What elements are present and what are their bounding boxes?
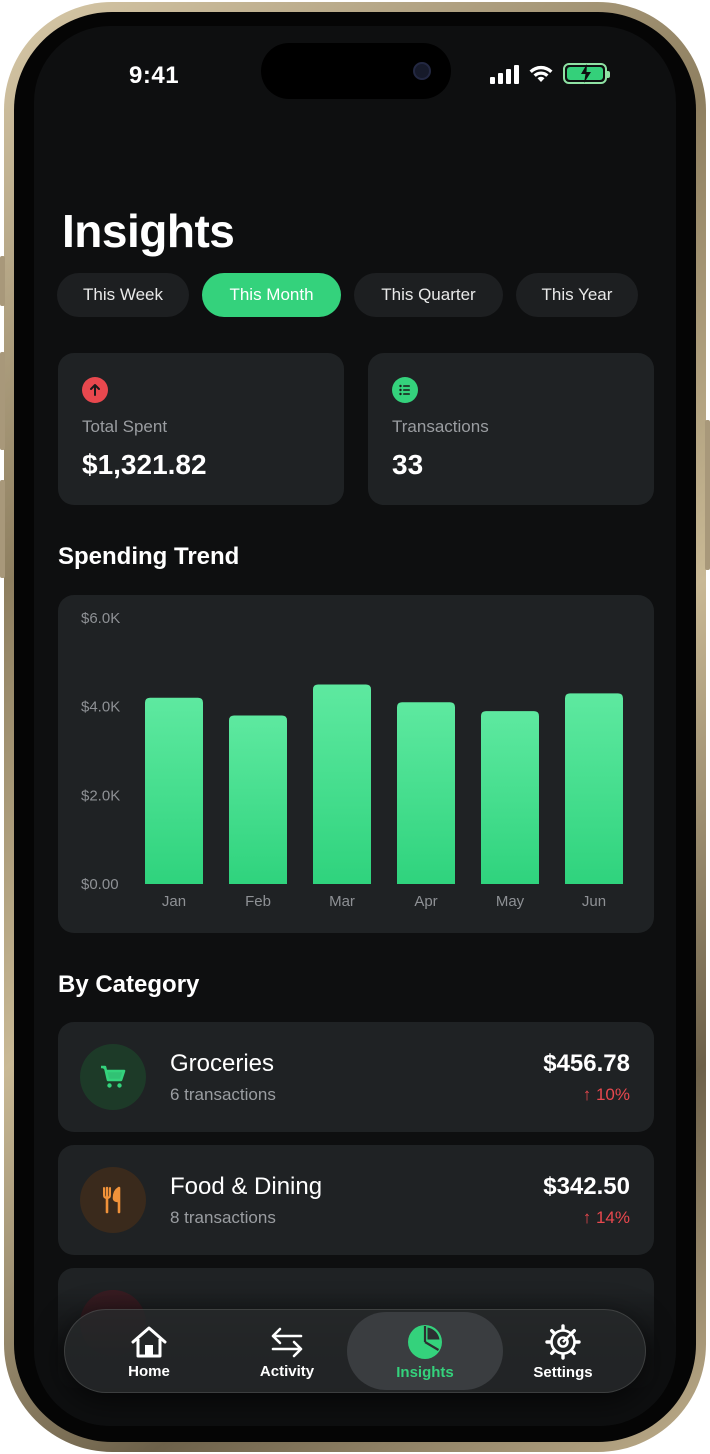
action-button [0, 256, 5, 306]
volume-down-button [0, 480, 5, 578]
status-icons [490, 63, 610, 84]
y-tick-label: $2.0K [81, 787, 120, 804]
tab-bar: Home Activity Insights [64, 1309, 646, 1393]
y-tick-label: $4.0K [81, 699, 120, 716]
signal-icon [490, 64, 519, 84]
tab-label: Insights [396, 1363, 454, 1381]
tab-activity[interactable]: Activity [217, 1310, 357, 1394]
transactions-value: 33 [392, 449, 424, 480]
bar-apr[interactable] [397, 702, 455, 884]
period-this-month[interactable]: This Month [202, 273, 341, 317]
category-row-groceries[interactable]: Groceries 6 transactions $456.78 ↑ 10% [58, 1022, 654, 1132]
total-spent-card[interactable]: Total Spent $1,321.82 [58, 353, 344, 505]
pie-chart-icon [408, 1324, 442, 1359]
total-spent-label: Total Spent [82, 417, 168, 436]
category-amount: $342.50 [543, 1173, 630, 1200]
y-tick-label: $6.0K [81, 610, 120, 627]
bar-jan[interactable] [145, 697, 203, 884]
category-row-food-dining[interactable]: Food & Dining 8 transactions $342.50 ↑ 1… [58, 1145, 654, 1255]
list-icon [392, 377, 418, 403]
cart-icon [80, 1044, 146, 1110]
arrow-up-icon [82, 377, 108, 403]
arrows-exchange-icon [271, 1327, 303, 1357]
house-icon [131, 1326, 167, 1357]
by-category-title: By Category [58, 971, 200, 998]
bar-feb[interactable] [229, 715, 287, 884]
camera-icon [413, 62, 431, 80]
tab-label: Activity [259, 1362, 315, 1380]
x-tick-label: Jun [582, 893, 606, 910]
total-spent-value: $1,321.82 [82, 449, 207, 480]
status-time: 9:41 [129, 62, 180, 89]
bar-mar[interactable] [313, 684, 371, 885]
power-button [705, 420, 710, 570]
category-name: Groceries [170, 1050, 275, 1077]
bar-may[interactable] [481, 711, 539, 884]
fork-knife-icon [80, 1167, 146, 1233]
category-count: 6 transactions [170, 1085, 276, 1104]
volume-up-button [0, 352, 5, 450]
x-tick-label: Jan [162, 893, 186, 910]
screen: 9:41 Insights This Week This Month This … [34, 26, 676, 1426]
category-count: 8 transactions [170, 1208, 276, 1227]
spending-trend-title: Spending Trend [58, 543, 240, 570]
battery-icon [563, 63, 610, 84]
charging-bolt-icon [581, 64, 591, 83]
period-this-week[interactable]: This Week [57, 273, 189, 317]
transactions-label: Transactions [392, 417, 489, 436]
page-title: Insights [62, 205, 235, 257]
category-change: ↑ 10% [582, 1085, 630, 1104]
x-tick-label: May [496, 893, 525, 910]
period-this-year[interactable]: This Year [516, 273, 638, 317]
x-tick-label: Feb [245, 893, 271, 910]
bar-chart: $0.00 $2.0K $4.0K $6.0K Jan Feb Mar Apr May Jun [81, 610, 623, 910]
tab-label: Settings [533, 1363, 593, 1381]
tab-settings[interactable]: Settings [493, 1310, 633, 1394]
x-tick-label: Mar [329, 893, 355, 910]
gear-icon [545, 1323, 581, 1360]
tab-home[interactable]: Home [79, 1310, 219, 1394]
wifi-icon [529, 65, 553, 82]
category-amount: $456.78 [543, 1050, 630, 1077]
x-tick-label: Apr [414, 893, 437, 910]
category-change: ↑ 14% [582, 1208, 630, 1227]
category-name: Food & Dining [170, 1173, 323, 1200]
tab-insights[interactable]: Insights [355, 1310, 495, 1394]
dynamic-island [261, 43, 451, 99]
bar-jun[interactable] [565, 693, 623, 884]
transactions-card[interactable]: Transactions 33 [368, 353, 654, 505]
period-this-quarter[interactable]: This Quarter [354, 273, 503, 317]
spending-trend-chart: $0.00 $2.0K $4.0K $6.0K Jan Feb Mar Apr May Jun [58, 595, 654, 933]
y-tick-label: $0.00 [81, 876, 119, 893]
tab-label: Home [128, 1362, 170, 1380]
